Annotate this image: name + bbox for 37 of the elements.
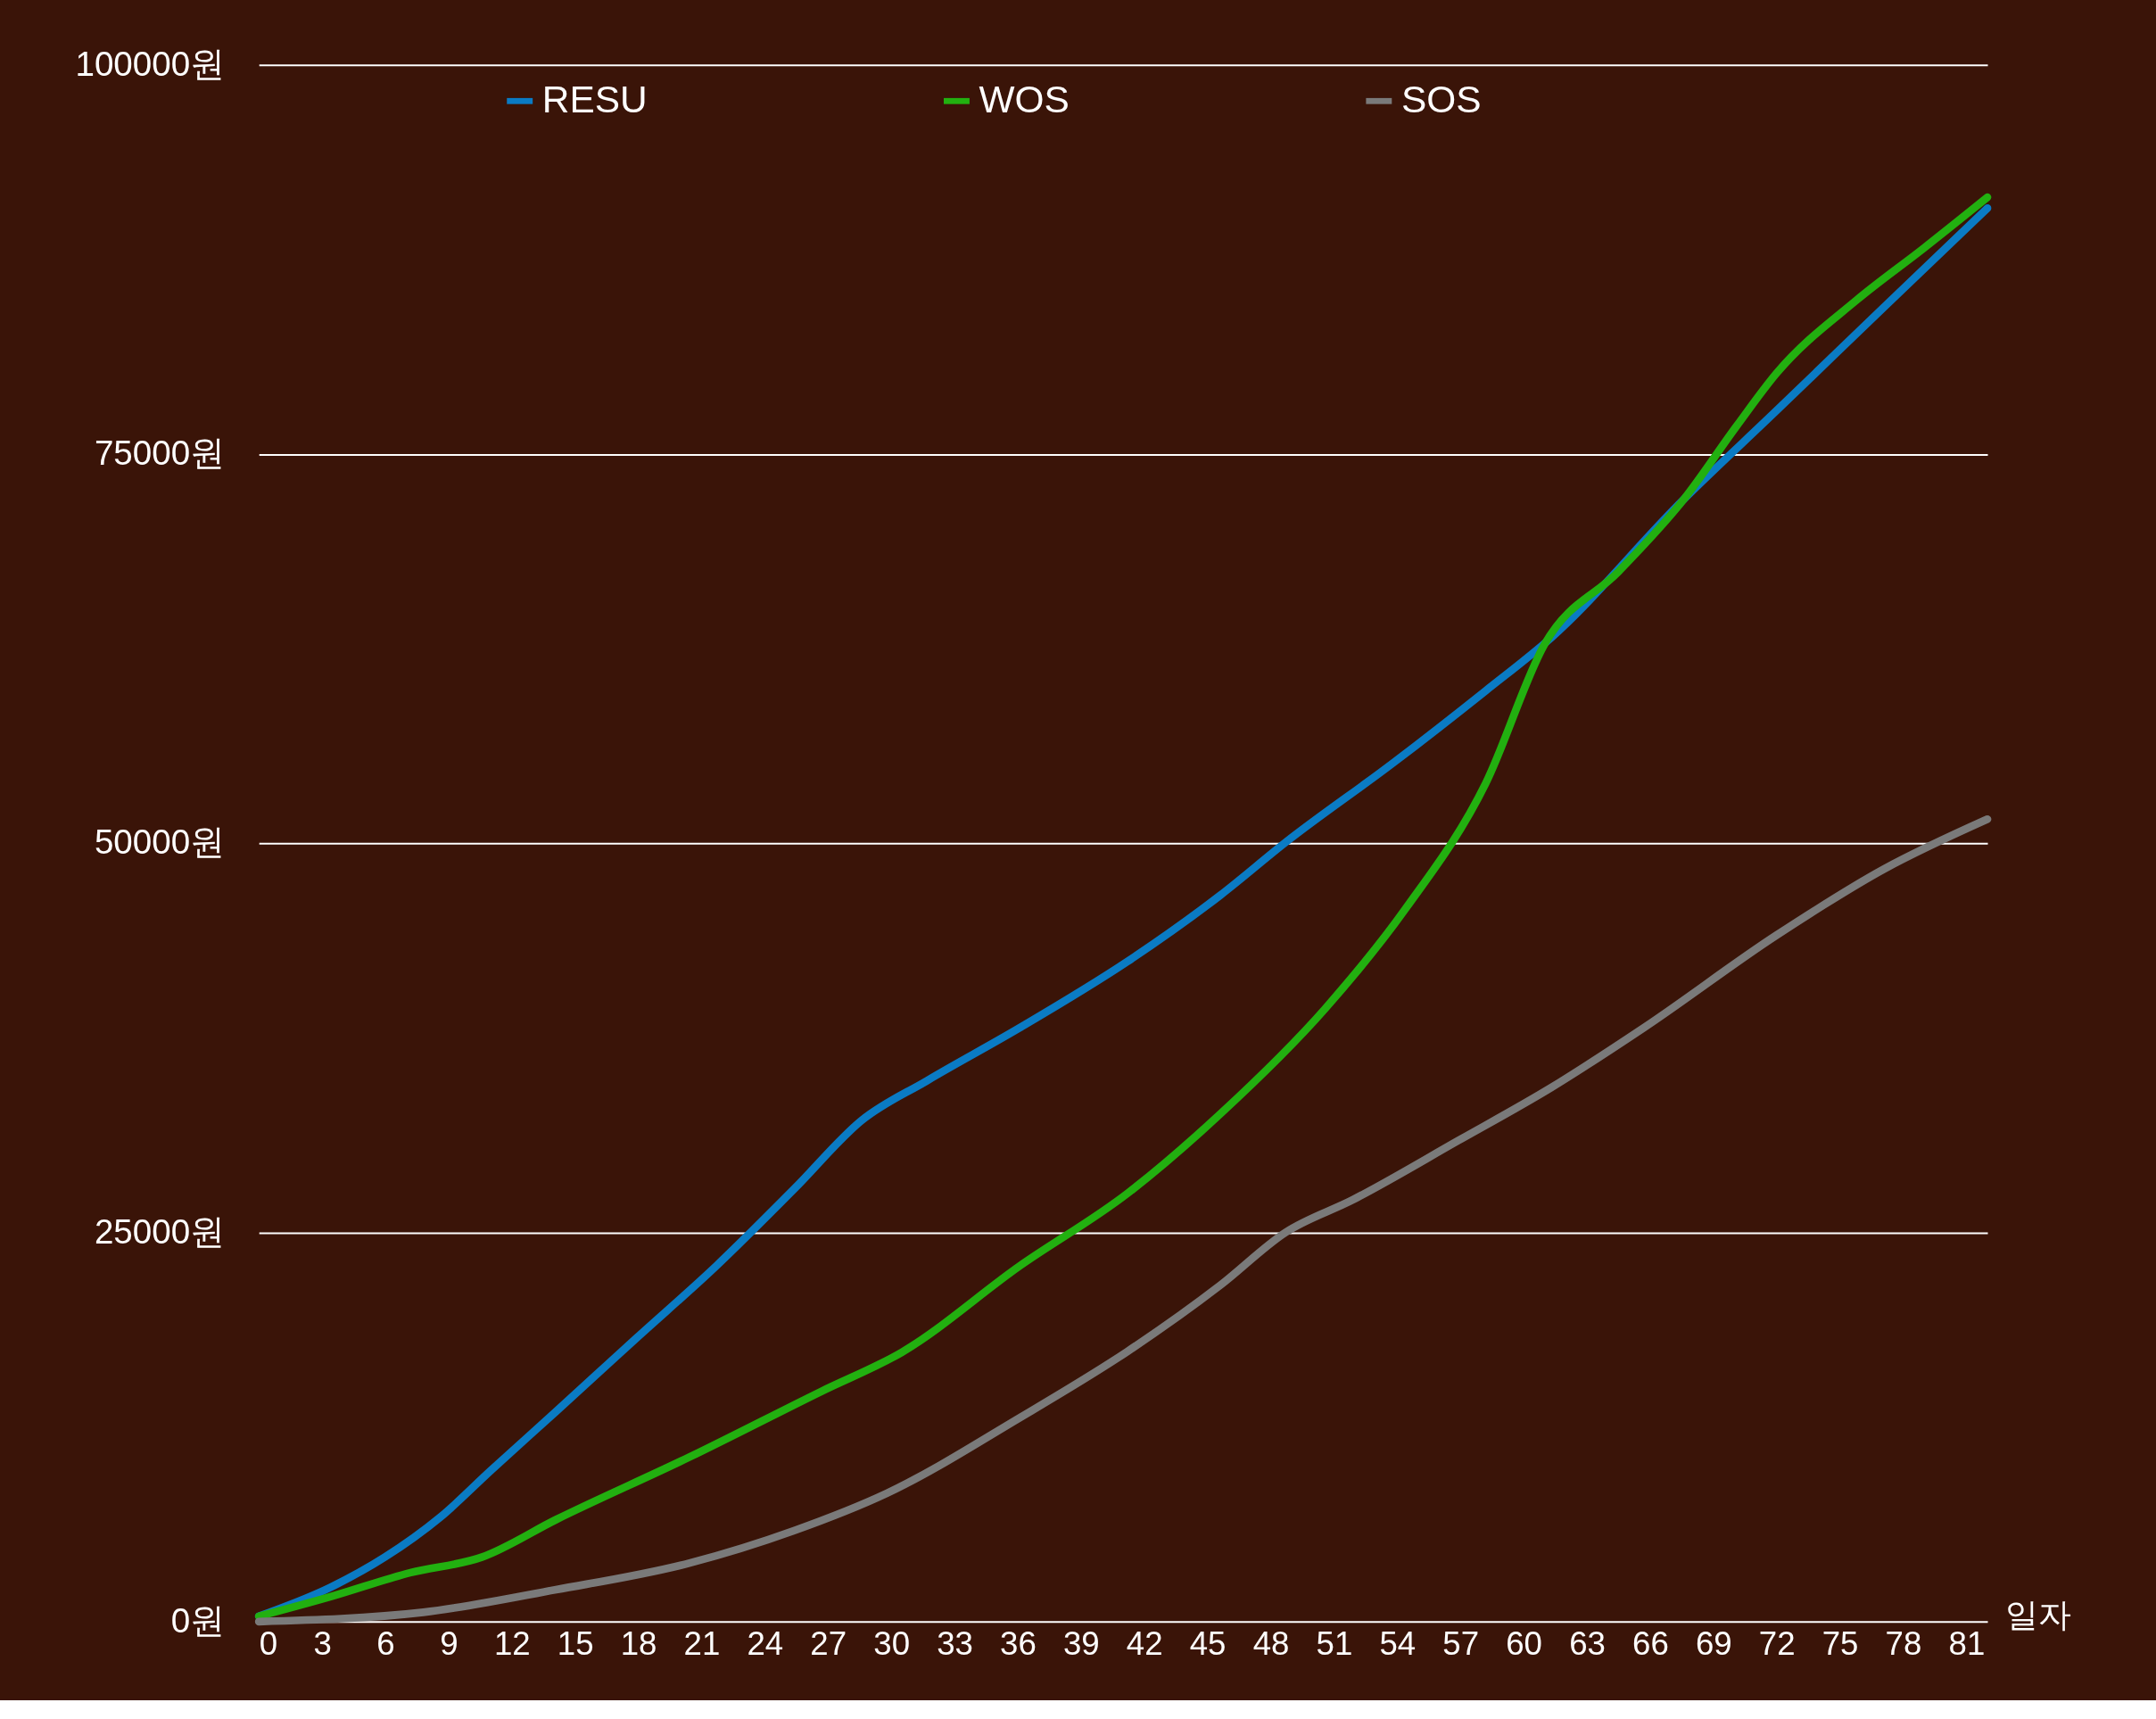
x-tick-label: 30 xyxy=(873,1624,911,1662)
x-tick-label: 24 xyxy=(747,1624,784,1662)
x-tick-label: 66 xyxy=(1632,1624,1669,1662)
x-tick-label: 57 xyxy=(1442,1624,1480,1662)
x-tick-label: 78 xyxy=(1885,1624,1922,1662)
x-tick-label: 75 xyxy=(1821,1624,1859,1662)
x-tick-label: 0 xyxy=(259,1624,278,1662)
x-tick-label: 12 xyxy=(493,1624,531,1662)
legend-label: SOS xyxy=(1400,78,1482,120)
x-axis-title: 일자 xyxy=(2004,1597,2071,1634)
x-tick-label: 48 xyxy=(1252,1624,1290,1662)
x-tick-label: 15 xyxy=(557,1624,594,1662)
x-tick-label: 27 xyxy=(810,1624,847,1662)
x-tick-label: 45 xyxy=(1189,1624,1227,1662)
y-tick-label: 25000원 xyxy=(94,1211,226,1251)
y-tick-label: 100000원 xyxy=(75,44,226,83)
x-tick-label: 6 xyxy=(376,1624,395,1662)
x-tick-label: 39 xyxy=(1062,1624,1100,1662)
x-tick-label: 60 xyxy=(1506,1624,1542,1662)
x-tick-label: 51 xyxy=(1316,1624,1353,1662)
x-tick-label: 3 xyxy=(313,1624,332,1662)
y-tick-label: 50000원 xyxy=(94,822,226,862)
x-tick-label: 69 xyxy=(1695,1624,1732,1662)
y-tick-label: 75000원 xyxy=(94,434,226,473)
x-tick-label: 21 xyxy=(683,1624,721,1662)
x-tick-label: 54 xyxy=(1379,1624,1417,1662)
y-tick-label: 0원 xyxy=(170,1600,226,1640)
legend-label: WOS xyxy=(979,78,1070,120)
x-tick-label: 81 xyxy=(1948,1624,1986,1662)
x-tick-label: 63 xyxy=(1569,1624,1606,1662)
x-tick-label: 42 xyxy=(1126,1624,1163,1662)
x-tick-label: 33 xyxy=(937,1624,973,1662)
x-tick-label: 9 xyxy=(440,1624,458,1662)
x-tick-label: 36 xyxy=(1000,1624,1037,1662)
legend-label: RESU xyxy=(541,78,648,120)
x-tick-label: 72 xyxy=(1758,1624,1796,1662)
x-tick-label: 18 xyxy=(620,1624,657,1662)
